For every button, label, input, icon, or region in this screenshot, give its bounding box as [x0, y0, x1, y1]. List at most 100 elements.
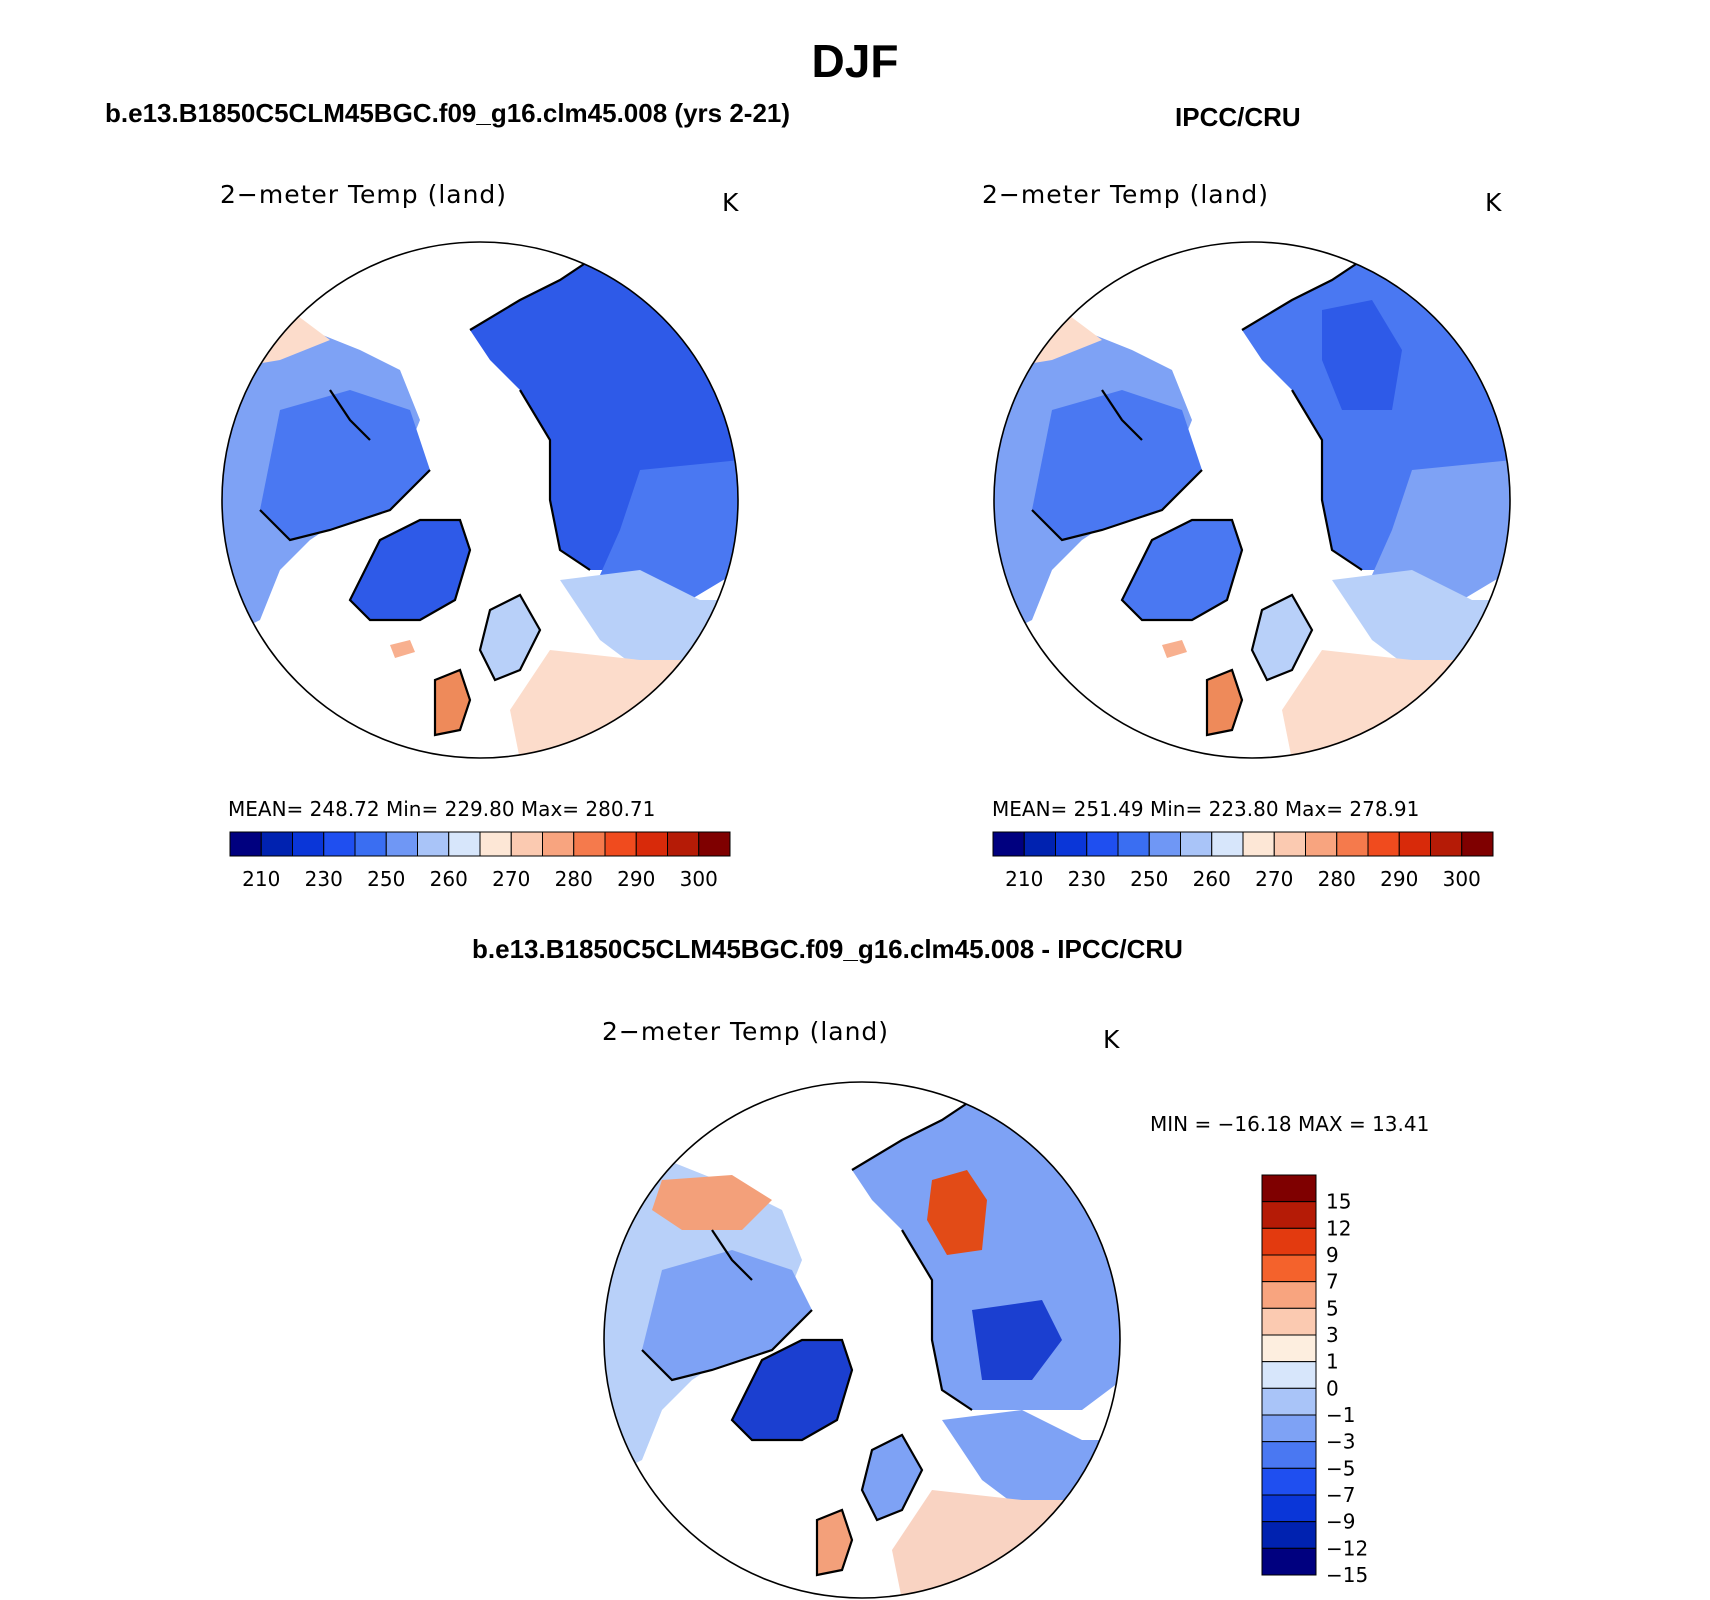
coastline-canada	[259, 389, 431, 542]
colorbar-tick-label: 300	[1443, 867, 1481, 891]
colorbar-swatch	[604, 831, 637, 857]
colorbar-swatch	[292, 831, 325, 857]
map-border	[993, 241, 1511, 759]
colorbar-swatch	[667, 831, 700, 857]
coastline-greenland	[348, 518, 472, 622]
colorbar-swatch	[1305, 831, 1338, 857]
colorbar-swatch	[1261, 1494, 1317, 1523]
coastline-scandinavia	[478, 593, 542, 682]
siberia-core	[1322, 300, 1402, 410]
colorbar-swatch	[1261, 1174, 1317, 1203]
panel-1-polar-map	[221, 241, 739, 759]
greenland-land	[732, 1340, 852, 1440]
colorbar-swatch	[635, 831, 668, 857]
panel-3-variable-label: 2−meter Temp (land)	[602, 1017, 890, 1046]
colorbar-swatch	[573, 831, 606, 857]
colorbar-swatch	[1211, 831, 1244, 857]
colorbar-swatch	[260, 831, 293, 857]
colorbar-swatch	[1430, 831, 1463, 857]
panel-1-colorbar: 210 230 250 260 270 280 290 300	[229, 831, 731, 891]
colorbar-swatch	[385, 831, 418, 857]
colorbar-tick-label: −12	[1326, 1536, 1368, 1560]
colorbar-swatch	[1261, 1281, 1317, 1309]
coastline-greenland	[730, 1338, 854, 1442]
colorbar-tick-label: 7	[1326, 1270, 1339, 1294]
panel-2-polar-map	[993, 241, 1511, 759]
canada-arctic	[642, 1250, 812, 1380]
colorbar-swatch	[1180, 831, 1213, 857]
colorbar-swatch	[1261, 1334, 1317, 1363]
panel-1-units: K	[722, 188, 740, 217]
colorbar-swatch	[1055, 831, 1088, 857]
colorbar-tick-label: 300	[680, 867, 718, 891]
colorbar-tick-label: −1	[1326, 1403, 1355, 1427]
colorbar-swatch	[992, 831, 1025, 857]
colorbar-tick-label: 1	[1326, 1350, 1339, 1374]
colorbar-swatch	[510, 831, 543, 857]
coastline-greenland	[1120, 518, 1244, 622]
colorbar-tick-label: 260	[430, 867, 468, 891]
europe-south	[1282, 650, 1510, 758]
colorbar-tick-label: 250	[1130, 867, 1168, 891]
colorbar-swatch	[1261, 1201, 1317, 1229]
greenland-land	[1122, 520, 1242, 620]
europe-south	[510, 650, 738, 758]
colorbar-tick-label: 9	[1326, 1243, 1339, 1267]
colorbar-tick-label: 290	[617, 867, 655, 891]
panel-1-title: b.e13.B1850C5CLM45BGC.f09_g16.clm45.008 …	[105, 98, 791, 128]
colorbar-swatch	[354, 831, 387, 857]
colorbar-swatch	[1261, 1387, 1317, 1416]
colorbar-tick-label: −3	[1326, 1430, 1355, 1454]
colorbar-tick-label: −15	[1326, 1563, 1368, 1587]
map-border	[221, 241, 739, 759]
colorbar-tick-label: −7	[1326, 1483, 1355, 1507]
colorbar-swatch	[1261, 1441, 1317, 1469]
eurasia-south-band	[600, 460, 738, 600]
panel-3-title: b.e13.B1850C5CLM45BGC.f09_g16.clm45.008 …	[472, 934, 1183, 964]
colorbar-swatch	[1261, 1467, 1317, 1496]
colorbar-tick-label: 0	[1326, 1376, 1339, 1400]
colorbar-tick-label: 270	[1255, 867, 1293, 891]
colorbar-swatch	[417, 831, 450, 857]
colorbar-swatch	[1336, 831, 1369, 857]
panel-3-stats: MIN = −16.18 MAX = 13.41	[1150, 1112, 1430, 1136]
panel-2-variable-label: 2−meter Temp (land)	[982, 180, 1270, 209]
colorbar-tick-label: 270	[492, 867, 530, 891]
coastline-scandinavia	[1250, 593, 1314, 682]
colorbar-swatch	[1398, 831, 1431, 857]
uk-warm	[1207, 670, 1242, 735]
colorbar-tick-label: 5	[1326, 1296, 1339, 1320]
coastline-canada	[641, 1229, 813, 1382]
colorbar-swatch	[1086, 831, 1119, 857]
colorbar-swatch	[1367, 831, 1400, 857]
colorbar-swatch	[1261, 1227, 1317, 1256]
colorbar-swatch	[1148, 831, 1181, 857]
colorbar-tick-label: −9	[1326, 1510, 1355, 1534]
colorbar-tick-label: 12	[1326, 1216, 1351, 1240]
colorbar-swatch	[1261, 1254, 1317, 1283]
colorbar-swatch	[229, 831, 262, 857]
figure-title: DJF	[811, 35, 899, 87]
panel-3-units: K	[1103, 1025, 1121, 1054]
colorbar-swatch	[1261, 1414, 1317, 1443]
panel-2-colorbar: 210 230 250 260 270 280 290 300	[992, 831, 1494, 891]
greenland-land	[350, 520, 470, 620]
iceland	[390, 640, 415, 658]
colorbar-tick-label: 210	[242, 867, 280, 891]
canada-arctic	[260, 390, 430, 540]
colorbar-tick-label: 3	[1326, 1323, 1339, 1347]
colorbar-tick-label: 210	[1005, 867, 1043, 891]
panel-1-stats: MEAN= 248.72 Min= 229.80 Max= 280.71	[228, 797, 656, 821]
colorbar-swatch	[1117, 831, 1150, 857]
uk-warm	[435, 670, 470, 735]
colorbar-swatch	[542, 831, 575, 857]
panel-1-variable-label: 2−meter Temp (land)	[220, 180, 508, 209]
siberia-warm-anomaly	[927, 1170, 987, 1255]
coastline-canada	[1031, 389, 1203, 542]
coastline-uk	[433, 668, 472, 737]
iceland	[1162, 640, 1187, 658]
eurasia-cold-anomaly	[972, 1300, 1062, 1380]
colorbar-swatch	[1261, 1547, 1317, 1576]
europe-south	[892, 1490, 1120, 1598]
